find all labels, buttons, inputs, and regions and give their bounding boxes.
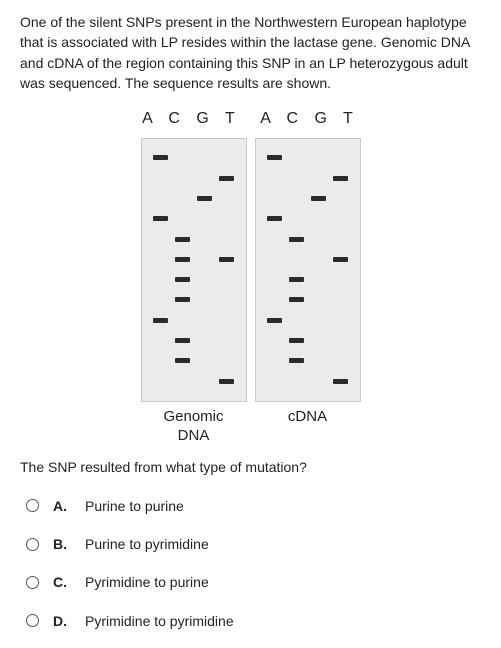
gel-band	[289, 358, 304, 363]
option-b[interactable]: B. Purine to pyrimidine	[26, 534, 481, 554]
gel-band	[333, 379, 348, 384]
gel-band	[219, 379, 234, 384]
option-text: Purine to pyrimidine	[85, 534, 209, 554]
gel-band	[175, 358, 190, 363]
gel-band	[175, 338, 190, 343]
gel-left-label: Genomic DNA	[163, 408, 223, 446]
gel-band	[311, 196, 326, 201]
gel-band	[219, 257, 234, 262]
gel-band	[175, 297, 190, 302]
sequencing-figure: A C G T A C G T Genomic DNA cDNA	[20, 107, 481, 445]
option-letter: C.	[53, 572, 71, 592]
gel-band	[267, 318, 282, 323]
gel-band	[289, 338, 304, 343]
radio-icon	[26, 614, 39, 627]
gel-band	[267, 155, 282, 160]
gel-right-label: cDNA	[288, 408, 327, 427]
option-text: Pyrimidine to purine	[85, 572, 209, 592]
gel-band	[175, 237, 190, 242]
gel-right-wrap: cDNA	[255, 138, 361, 445]
gel-band	[289, 237, 304, 242]
gel-band	[153, 318, 168, 323]
gel-left	[141, 138, 247, 402]
gel-band	[289, 277, 304, 282]
gel-band	[197, 196, 212, 201]
gel-left-label-1: Genomic	[163, 408, 223, 425]
gel-band	[267, 216, 282, 221]
option-d[interactable]: D. Pyrimidine to pyrimidine	[26, 611, 481, 631]
gel-band	[153, 216, 168, 221]
gel-left-label-2: DNA	[178, 427, 210, 444]
gel-band	[175, 277, 190, 282]
gel-band	[153, 155, 168, 160]
radio-icon	[26, 538, 39, 551]
option-letter: A.	[53, 496, 71, 516]
lane-header-left: A C G T	[142, 107, 241, 130]
option-a[interactable]: A. Purine to purine	[26, 496, 481, 516]
gel-band	[175, 257, 190, 262]
gel-right	[255, 138, 361, 402]
gel-band	[289, 297, 304, 302]
gel-pair: Genomic DNA cDNA	[141, 138, 361, 445]
gel-left-wrap: Genomic DNA	[141, 138, 247, 445]
question-text: The SNP resulted from what type of mutat…	[20, 457, 481, 477]
gel-right-label-1: cDNA	[288, 408, 327, 425]
radio-icon	[26, 576, 39, 589]
lane-header-right: A C G T	[260, 107, 359, 130]
gel-band	[333, 176, 348, 181]
radio-icon	[26, 499, 39, 512]
option-letter: D.	[53, 611, 71, 631]
lane-headers-row: A C G T A C G T	[20, 107, 481, 130]
option-letter: B.	[53, 534, 71, 554]
gel-band	[219, 176, 234, 181]
gel-right-grid	[264, 145, 352, 389]
option-text: Pyrimidine to pyrimidine	[85, 611, 234, 631]
option-text: Purine to purine	[85, 496, 184, 516]
gel-band	[333, 257, 348, 262]
intro-paragraph: One of the silent SNPs present in the No…	[20, 12, 481, 93]
options-list: A. Purine to purine B. Purine to pyrimid…	[20, 496, 481, 631]
option-c[interactable]: C. Pyrimidine to purine	[26, 572, 481, 592]
gel-left-grid	[150, 145, 238, 389]
